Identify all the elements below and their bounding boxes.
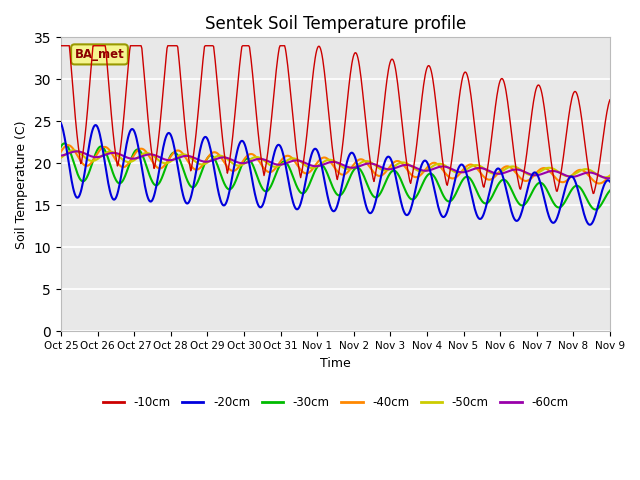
X-axis label: Time: Time xyxy=(320,357,351,370)
Legend: -10cm, -20cm, -30cm, -40cm, -50cm, -60cm: -10cm, -20cm, -30cm, -40cm, -50cm, -60cm xyxy=(98,391,573,413)
Title: Sentek Soil Temperature profile: Sentek Soil Temperature profile xyxy=(205,15,466,33)
Text: BA_met: BA_met xyxy=(75,48,124,61)
Y-axis label: Soil Temperature (C): Soil Temperature (C) xyxy=(15,120,28,249)
